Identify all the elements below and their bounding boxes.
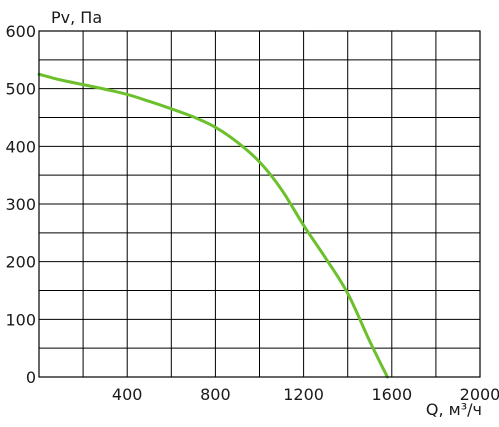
y-tick-label: 400 <box>5 137 36 156</box>
plot-frame <box>38 30 481 378</box>
x-tick-label: 400 <box>112 385 143 404</box>
tick-labels: 0 100 200 300 400 500 600 400 800 1200 1600 2000 <box>5 22 499 404</box>
x-tick-label: 800 <box>200 385 231 404</box>
y-axis-label: Pv, Па <box>51 8 102 27</box>
x-tick-label: 1600 <box>371 385 412 404</box>
y-tick-label: 100 <box>5 310 36 329</box>
y-tick-label: 200 <box>5 253 36 272</box>
series-layer <box>37 72 389 379</box>
y-tick-label: 600 <box>5 22 36 41</box>
y-tick-label: 500 <box>5 80 36 99</box>
x-tick-label: 1200 <box>283 385 324 404</box>
y-tick-label: 0 <box>26 368 36 387</box>
y-tick-label: 300 <box>5 195 36 214</box>
x-axis-label: Q, м³/ч <box>426 400 482 419</box>
grid <box>39 31 480 377</box>
series-line-0 <box>37 72 389 379</box>
x-tick-label: 2000 <box>460 385 499 404</box>
